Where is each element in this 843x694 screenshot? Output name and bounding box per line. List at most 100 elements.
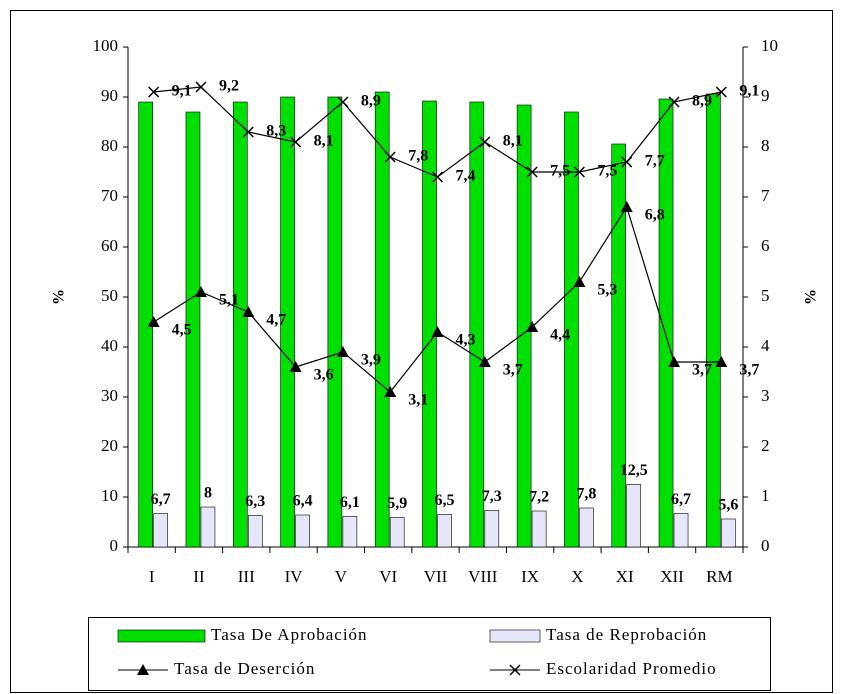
marker [242, 126, 254, 138]
legend-swatch [489, 629, 541, 643]
y-tick-label: 40 [101, 336, 118, 355]
y-tick-label: 100 [93, 36, 119, 55]
x-tick-label: IV [285, 567, 304, 586]
marker [526, 321, 539, 332]
data-label: 7,5 [550, 163, 570, 180]
marker [668, 96, 680, 108]
data-label: 8,9 [361, 93, 381, 110]
data-label: 6,7 [151, 491, 171, 508]
marker [431, 171, 444, 183]
data-label: 8,1 [503, 133, 523, 150]
bar [200, 506, 216, 548]
marker [147, 316, 160, 327]
y-tick-label: 30 [101, 386, 118, 405]
data-label: 9,2 [219, 78, 239, 95]
data-label: 4,3 [456, 332, 476, 349]
data-label: 6,5 [435, 492, 455, 509]
bar [579, 507, 594, 548]
data-label: 7,8 [576, 486, 596, 503]
y-tick-label: 90 [101, 86, 118, 105]
x-tick-label: V [335, 567, 348, 586]
marker [715, 86, 727, 98]
x-tick-label: RM [706, 567, 732, 586]
y2-tick-label: 10 [761, 36, 778, 55]
y-tick-label: 70 [101, 186, 118, 205]
data-label: 7,2 [529, 489, 549, 506]
bar [295, 514, 310, 548]
data-label: 7,5 [597, 163, 617, 180]
bar [280, 96, 295, 548]
data-label: 9,1 [739, 83, 759, 100]
marker [194, 286, 207, 297]
data-label: 7,3 [482, 488, 502, 505]
data-label: 5,9 [387, 495, 407, 512]
y2-tick-label: 4 [761, 336, 770, 355]
y-tick-label: 80 [101, 136, 118, 155]
marker [573, 166, 585, 178]
y2-tick-label: 8 [761, 136, 770, 155]
x-tick-label: IX [521, 567, 539, 586]
data-label: 8 [204, 485, 212, 502]
marker [621, 156, 633, 168]
x-tick-label: VI [379, 567, 397, 586]
legend-label: Escolaridad Promedio [546, 659, 717, 678]
data-label: 7,4 [456, 168, 476, 185]
legend-label: Tasa De Aprobación [211, 625, 368, 644]
bar [469, 101, 485, 548]
x-tick-label: VIII [468, 567, 498, 586]
legend-label: Tasa de Deserción [174, 659, 315, 678]
data-label: 5,3 [597, 282, 617, 299]
data-label: 8,1 [314, 133, 334, 150]
marker [573, 276, 586, 287]
bar [611, 143, 627, 548]
data-label: 4,5 [172, 322, 192, 339]
legend [88, 617, 771, 691]
chart-border [10, 10, 833, 693]
bar [342, 516, 358, 548]
marker [384, 386, 397, 397]
bar [422, 100, 437, 548]
x-tick-label: II [193, 567, 205, 586]
marker [620, 201, 633, 212]
bar [327, 96, 343, 548]
marker [336, 346, 349, 357]
data-label: 5,1 [219, 292, 239, 309]
data-label: 7,8 [408, 148, 428, 165]
legend-label: Tasa de Reprobación [546, 625, 707, 644]
data-label: 3,6 [314, 367, 334, 384]
bar [673, 513, 689, 548]
data-label: 4,4 [550, 327, 570, 344]
data-label: 9,1 [172, 83, 192, 100]
data-label: 8,9 [692, 93, 712, 110]
bar [153, 513, 168, 548]
y2-tick-label: 5 [761, 286, 770, 305]
legend-swatch [117, 629, 206, 643]
data-label: 6,4 [293, 493, 313, 510]
x-tick-label: X [571, 567, 583, 586]
bar [437, 514, 452, 548]
y-tick-label: 50 [101, 286, 118, 305]
x-tick-label: XII [660, 567, 684, 586]
bar [531, 510, 547, 548]
marker [715, 356, 728, 367]
x-tick-label: I [149, 567, 155, 586]
marker [148, 86, 160, 98]
marker [137, 664, 149, 675]
x-tick-label: VII [424, 567, 448, 586]
data-label: 8,3 [266, 123, 286, 140]
bar [484, 510, 500, 548]
data-label: 3,1 [408, 392, 428, 409]
bar [374, 91, 390, 548]
data-label: 5,6 [718, 497, 738, 514]
x-tick-label: XI [616, 567, 634, 586]
bar [626, 484, 642, 548]
y2-tick-label: 1 [761, 486, 770, 505]
bar [516, 104, 532, 548]
y-tick-label: 60 [101, 236, 118, 255]
bar [247, 515, 263, 548]
bar [232, 101, 248, 548]
data-label: 6,1 [340, 494, 360, 511]
data-label: 12,5 [620, 462, 648, 479]
marker [290, 136, 302, 148]
y2-tick-label: 3 [761, 386, 770, 405]
